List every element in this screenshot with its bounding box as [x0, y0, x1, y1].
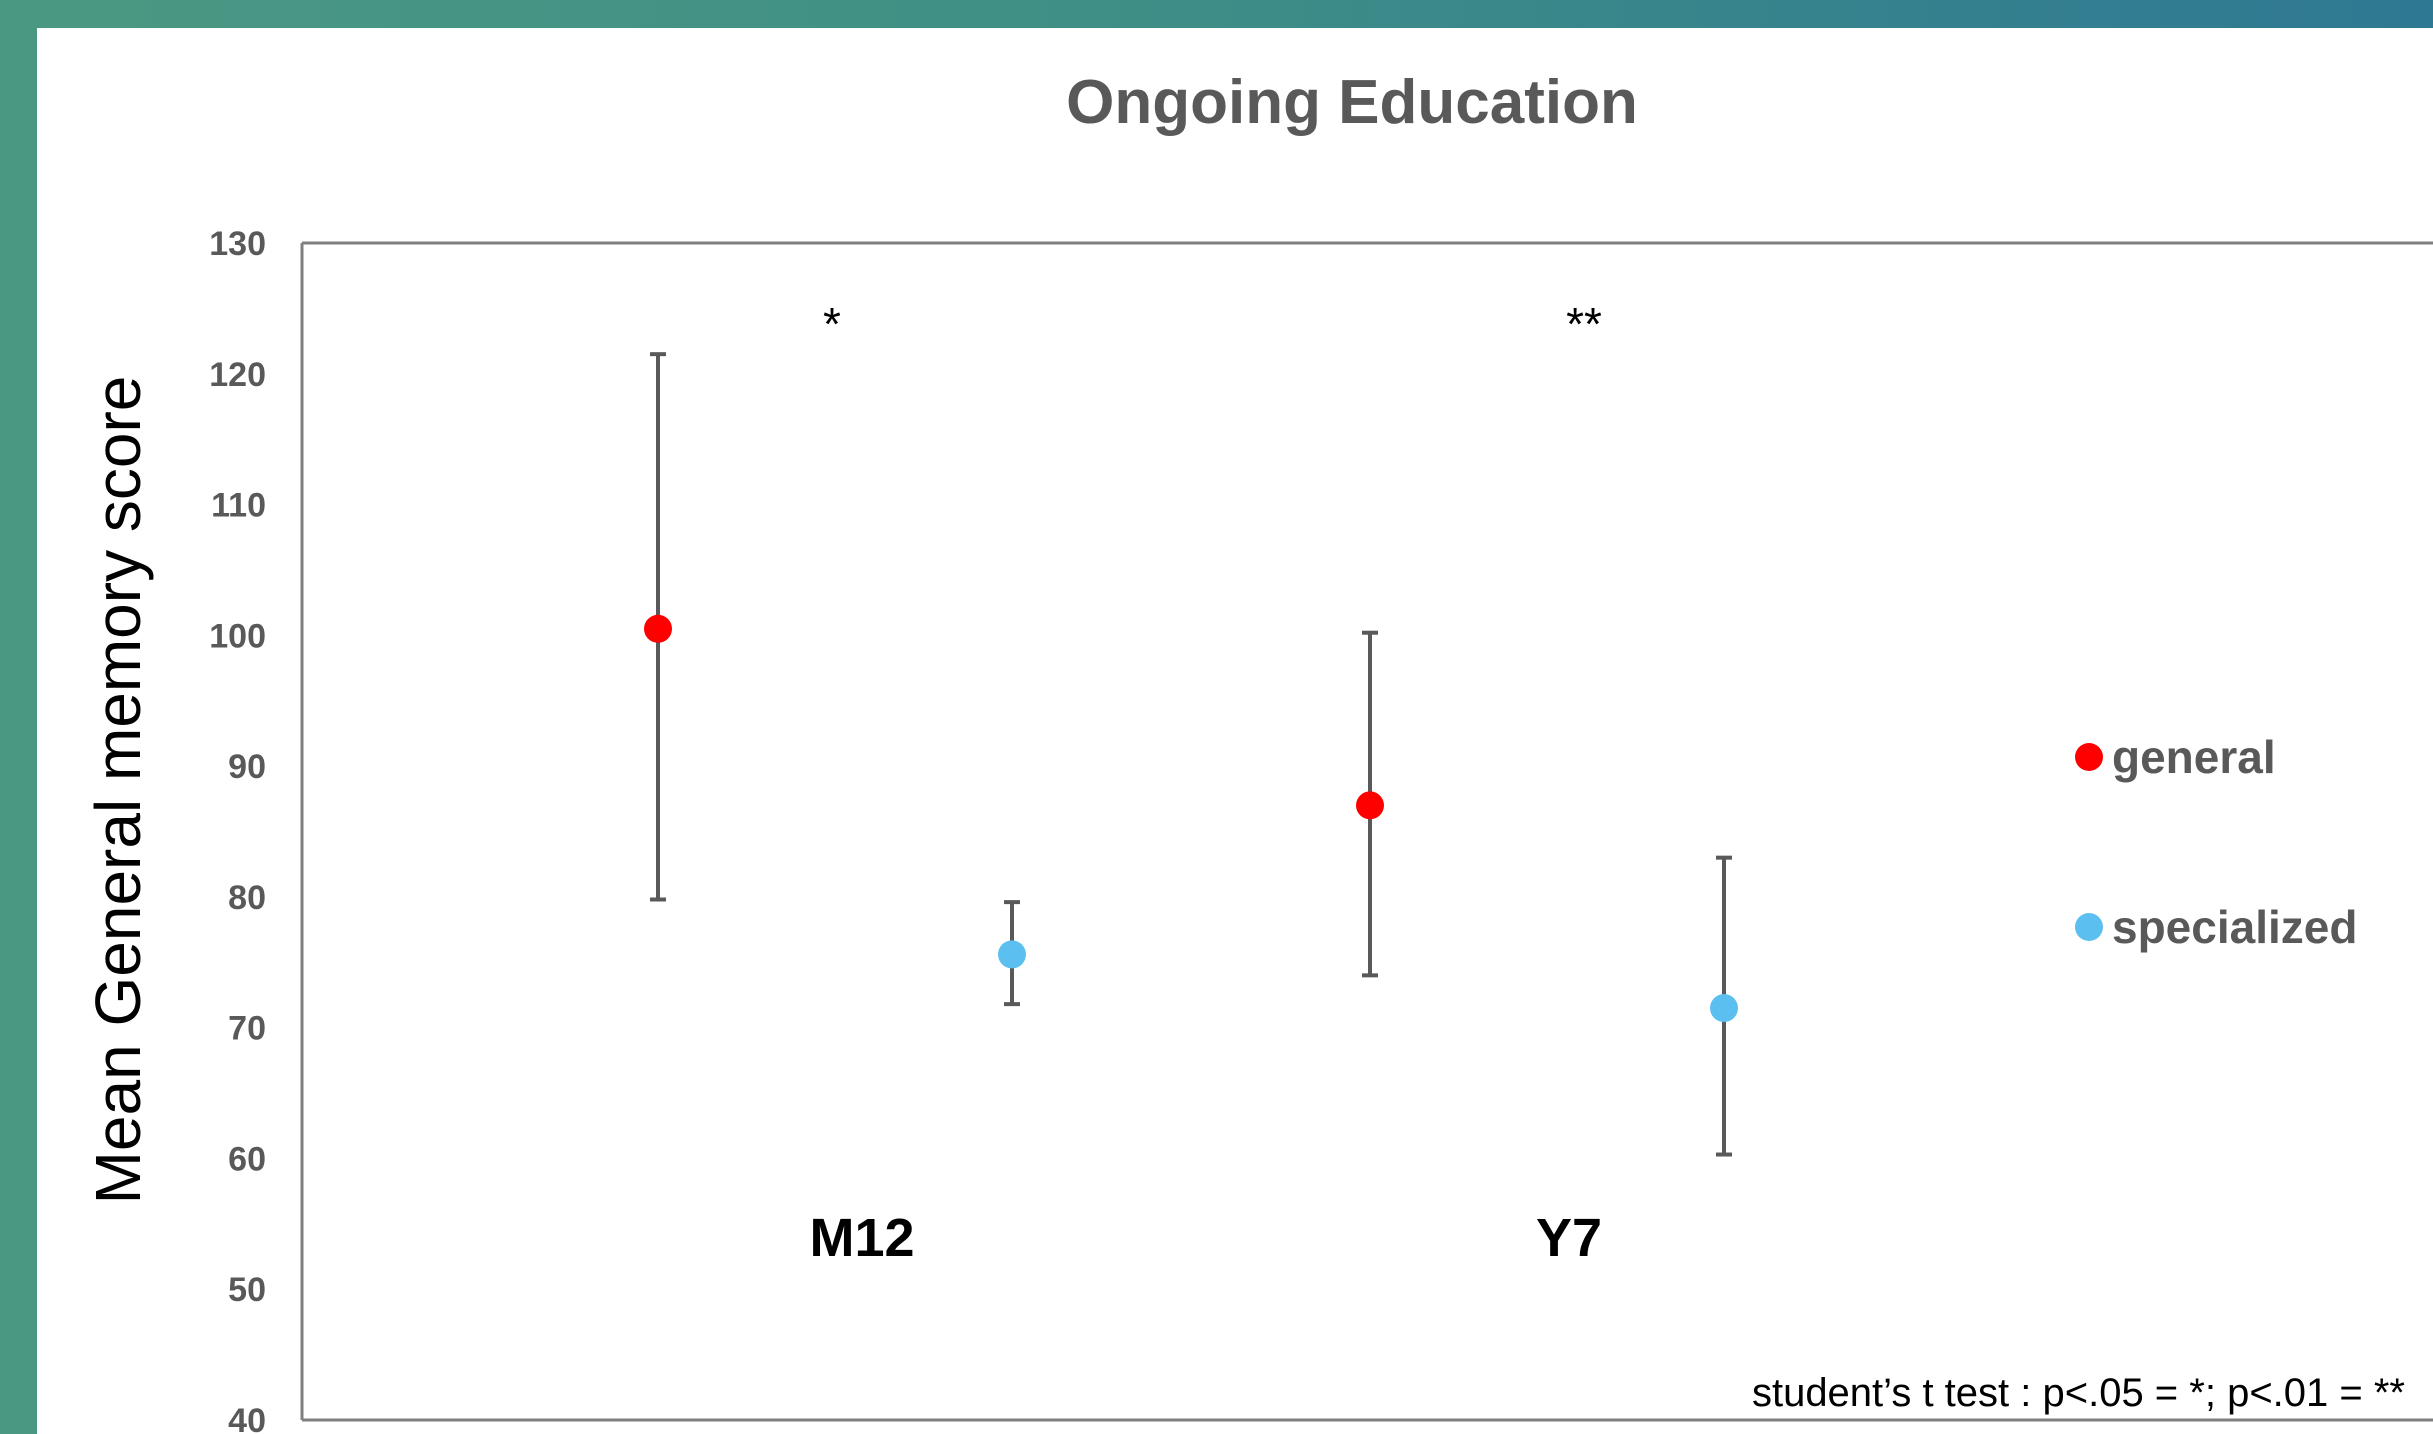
- y-tick-label: 40: [228, 1402, 266, 1434]
- legend-label-specialized: specialized: [2112, 901, 2357, 953]
- data-point-general: [644, 614, 672, 643]
- data-points: [644, 614, 1738, 1023]
- data-point-specialized: [1710, 994, 1738, 1023]
- y-tick-label: 80: [228, 879, 266, 917]
- axes: [300, 241, 2433, 1422]
- significance-labels: * **: [823, 298, 1602, 350]
- data-point-general: [1356, 791, 1384, 820]
- y-tick-label: 120: [209, 356, 266, 394]
- y-tick-label: 110: [211, 487, 266, 525]
- y-tick-label: 50: [228, 1271, 266, 1309]
- statistics-note: student’s t test : p<.05 = *; p<.01 = **: [1752, 1371, 2405, 1415]
- y-tick-label: 70: [228, 1010, 266, 1048]
- legend-label-general: general: [2112, 731, 2276, 783]
- significance-marker: **: [1566, 298, 1602, 350]
- chart-title: Ongoing Education: [1066, 68, 1638, 137]
- y-axis-label: Mean General memory score: [82, 376, 154, 1205]
- error-bars: [650, 352, 1732, 1157]
- data-point-specialized: [998, 940, 1026, 969]
- legend-marker-general: [2075, 743, 2103, 771]
- y-tick-label: 100: [209, 617, 266, 655]
- legend: general specialized: [2075, 731, 2357, 953]
- category-label: Y7: [1536, 1208, 1602, 1268]
- y-tick-label: 130: [209, 225, 266, 263]
- y-tick-label: 90: [228, 748, 266, 786]
- y-tick-label: 60: [228, 1140, 266, 1178]
- category-labels: M12 Y7: [809, 1208, 1602, 1268]
- significance-marker: *: [823, 298, 841, 350]
- category-label: M12: [809, 1208, 914, 1268]
- legend-marker-specialized: [2075, 913, 2103, 941]
- y-tick-labels: 40 50 60 70 80 90 100 110 120 130: [209, 225, 266, 1434]
- chart-panel: [37, 28, 2433, 1434]
